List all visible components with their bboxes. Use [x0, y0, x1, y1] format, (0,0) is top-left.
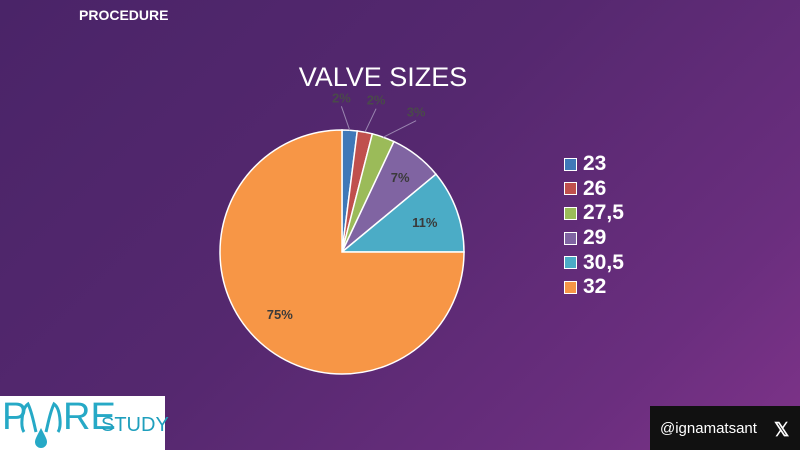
- logo-text-re: RE: [63, 396, 116, 438]
- legend-item: 23: [564, 152, 624, 177]
- legend-label: 32: [583, 275, 607, 299]
- legend-item: 30,5: [564, 250, 624, 275]
- slice-label: 2%: [367, 93, 386, 108]
- legend-swatch: [564, 157, 577, 171]
- legend-swatch: [564, 280, 577, 294]
- legend-item: 27,5: [564, 201, 624, 226]
- x-logo-icon: 𝕏: [774, 420, 790, 441]
- slice-label: 11%: [412, 215, 438, 230]
- legend-label: 27,5: [583, 201, 624, 225]
- pure-study-logo: P RE STUDY: [0, 396, 169, 450]
- legend-swatch: [564, 231, 577, 245]
- section-label: PROCEDURE: [79, 7, 169, 23]
- social-handle-box: @ignamatsant 𝕏: [650, 406, 800, 450]
- leader-line: [383, 120, 417, 138]
- legend-swatch: [564, 182, 577, 196]
- pie-slice: [219, 129, 465, 375]
- legend-label: 26: [583, 176, 607, 200]
- legend-label: 29: [583, 226, 607, 250]
- chart-legend: 23 26 27,5 29 30,5 32: [564, 152, 624, 300]
- legend-swatch: [564, 206, 577, 220]
- chart-title: VALVE SIZES: [298, 62, 468, 92]
- social-handle: @ignamatsant: [660, 420, 757, 437]
- legend-item: 26: [564, 177, 624, 202]
- leader-line: [364, 108, 377, 133]
- lungs-drop-icon: [20, 401, 62, 448]
- leader-line: [340, 106, 351, 131]
- legend-label: 23: [583, 152, 607, 176]
- legend-item: 32: [564, 275, 624, 300]
- logo-text-study: STUDY: [101, 414, 169, 436]
- legend-label: 30,5: [583, 250, 624, 274]
- slice-label: 7%: [391, 170, 410, 185]
- slice-label: 2%: [332, 90, 351, 105]
- legend-swatch: [564, 256, 577, 270]
- legend-item: 29: [564, 226, 624, 251]
- pie-slice: [339, 173, 465, 253]
- slice-label: 3%: [407, 105, 426, 120]
- slice-label: 75%: [267, 307, 293, 322]
